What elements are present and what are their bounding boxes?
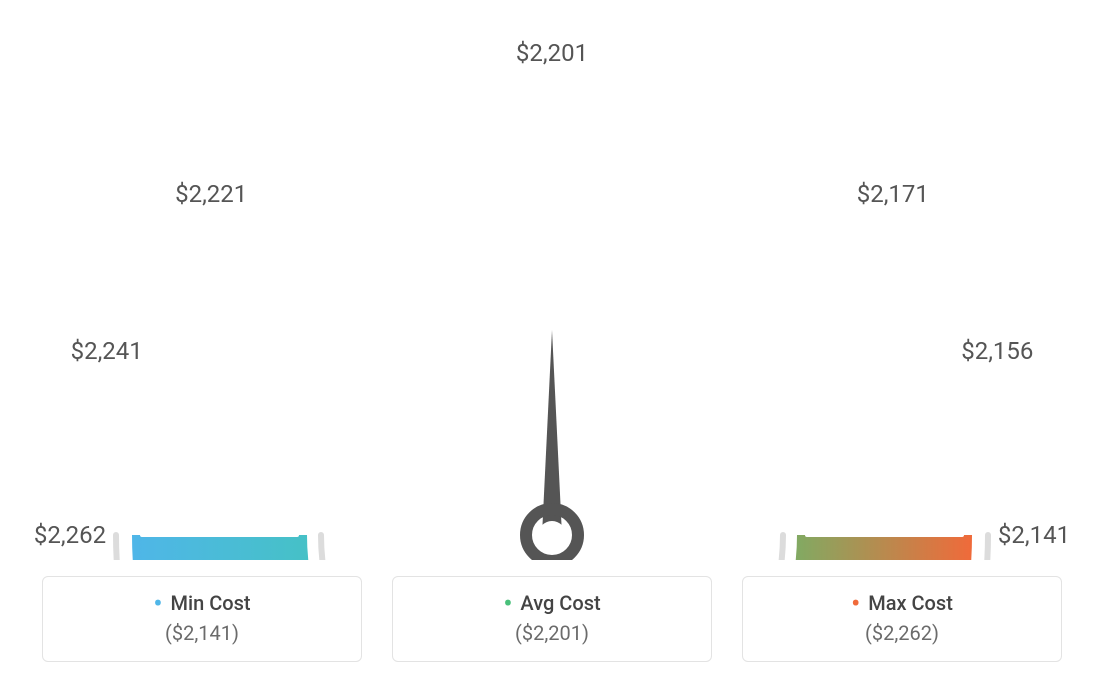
legend-title-min: Min Cost [61,591,343,615]
legend-card-max: Max Cost ($2,262) [742,576,1062,662]
gauge-tick-label: $2,141 [998,521,1070,549]
legend-value-avg: ($2,201) [411,621,693,645]
legend-row: Min Cost ($2,141) Avg Cost ($2,201) Max … [42,576,1062,662]
legend-card-avg: Avg Cost ($2,201) [392,576,712,662]
legend-title-avg: Avg Cost [411,591,693,615]
gauge-svg [42,40,1062,560]
gauge-tick-label: $2,171 [857,180,929,208]
gauge-chart: $2,141$2,156$2,171$2,201$2,221$2,241$2,2… [42,40,1062,560]
gauge-tick-label: $2,262 [34,521,106,549]
legend-card-min: Min Cost ($2,141) [42,576,362,662]
gauge-tick-label: $2,201 [516,39,588,67]
gauge-tick-label: $2,221 [175,180,247,208]
legend-value-max: ($2,262) [761,621,1043,645]
gauge-tick-label: $2,241 [71,337,143,365]
legend-value-min: ($2,141) [61,621,343,645]
gauge-tick-label: $2,156 [961,337,1033,365]
legend-title-max: Max Cost [761,591,1043,615]
